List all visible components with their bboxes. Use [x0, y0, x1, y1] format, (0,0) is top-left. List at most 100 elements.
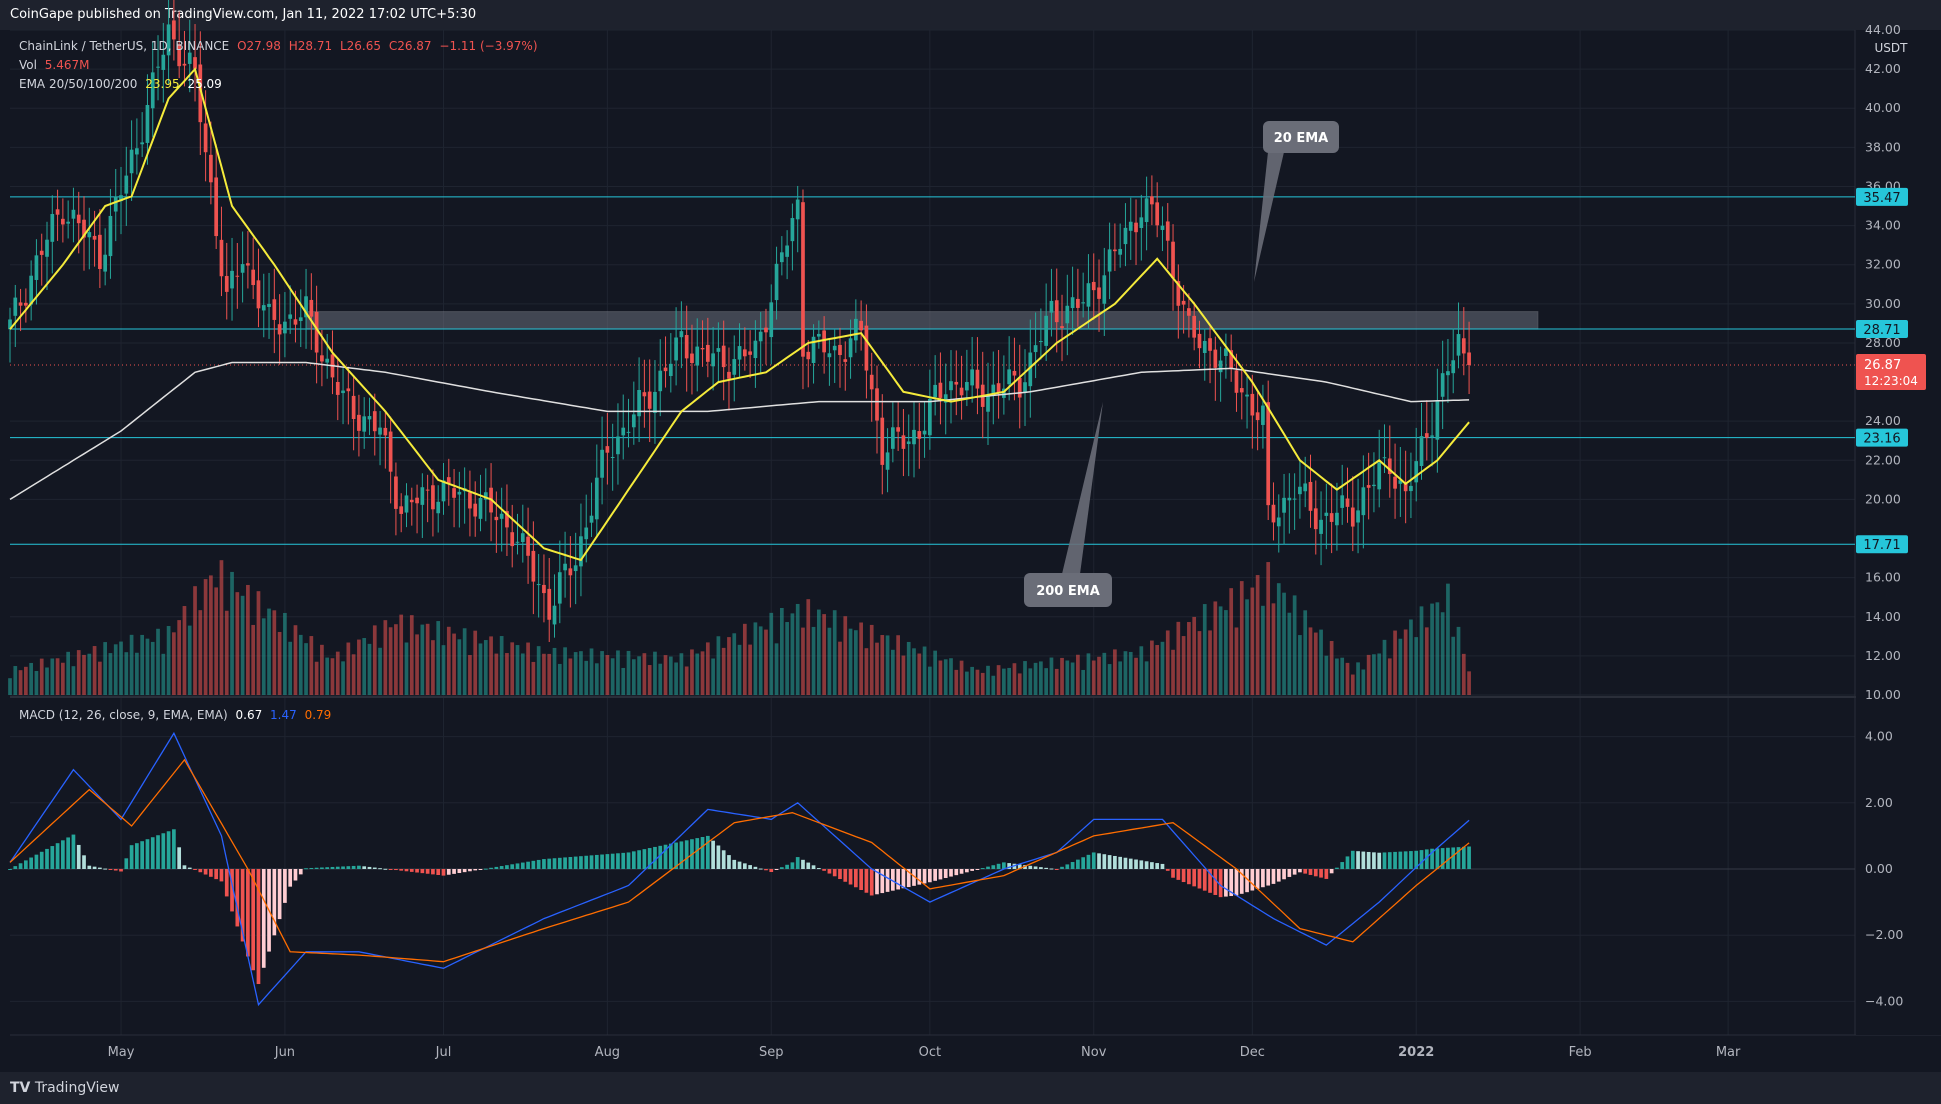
ohlc-close: C26.87	[388, 39, 432, 53]
macd-histogram-bar	[103, 868, 108, 870]
candle-body	[705, 344, 710, 362]
macd-histogram-bar	[1245, 869, 1249, 893]
candle-body	[1356, 510, 1360, 523]
candle-body	[864, 325, 869, 371]
macd-histogram-bar	[341, 866, 345, 869]
volume-bar	[526, 642, 530, 695]
volume-bar	[785, 622, 789, 695]
volume-bar	[774, 643, 779, 695]
volume-bar	[1039, 661, 1043, 695]
ema200-line	[9, 361, 1470, 501]
volume-label[interactable]: Vol	[19, 58, 37, 72]
candle-body	[1456, 334, 1461, 356]
candle-body	[520, 533, 525, 543]
volume-bar	[140, 634, 145, 695]
volume-bar	[986, 665, 990, 695]
candle-body	[1171, 241, 1175, 279]
macd-histogram-bar	[769, 869, 774, 873]
macd-histogram-bar	[314, 867, 319, 869]
macd-histogram-bar	[1313, 869, 1318, 877]
resistance-zone	[305, 311, 1539, 330]
candle-body	[1303, 483, 1308, 492]
volume-bar	[330, 658, 335, 695]
candle-body	[24, 302, 28, 306]
macd-histogram-bar	[394, 869, 398, 871]
macd-histogram-bar	[1366, 851, 1371, 869]
macd-hist-value: 0.67	[235, 708, 263, 722]
volume-bar	[875, 642, 879, 695]
macd-panel	[8, 731, 1855, 1007]
volume-bar	[848, 628, 853, 695]
macd-histogram-bar	[457, 869, 462, 874]
macd-histogram-bar	[695, 838, 700, 869]
candle-body	[362, 416, 367, 432]
volume-bar	[1144, 661, 1149, 695]
macd-histogram-bar	[246, 869, 250, 957]
volume-bar	[420, 624, 425, 695]
volume-bar	[1250, 587, 1255, 695]
volume-bar	[721, 647, 726, 695]
candle-body	[1076, 298, 1080, 308]
volume-bar	[1440, 612, 1445, 695]
macd-histogram-bar	[425, 869, 430, 874]
volume-bar	[684, 666, 689, 695]
volume-bar	[1049, 657, 1054, 695]
volume-bar	[589, 648, 594, 695]
tradingview-logo-icon[interactable]: TV	[10, 1080, 31, 1096]
candle-body	[949, 381, 953, 391]
volume-bar	[283, 612, 287, 695]
candle-body	[1387, 458, 1392, 475]
candle-body	[594, 477, 599, 520]
time-tick-label: Nov	[1081, 1045, 1107, 1060]
volume-bar	[853, 630, 858, 695]
volume-bar	[1076, 654, 1080, 695]
macd-histogram-bar	[293, 869, 298, 881]
ema-label[interactable]: EMA 20/50/100/200	[19, 77, 138, 91]
macd-histogram-bar	[700, 837, 705, 869]
candle-body	[1276, 517, 1281, 527]
candle-body	[1012, 370, 1017, 376]
volume-bar	[1430, 603, 1434, 695]
macd-histogram-bar	[13, 866, 18, 869]
macd-histogram-bar	[928, 869, 932, 883]
macd-histogram-bar	[415, 869, 419, 873]
macd-histogram-bar	[483, 868, 488, 870]
macd-histogram-bar	[827, 869, 832, 874]
footer-brand[interactable]: TradingView	[34, 1080, 120, 1096]
candle-body	[1102, 275, 1107, 304]
macd-histogram-bar	[1155, 863, 1160, 869]
candle-body	[584, 527, 589, 540]
macd-histogram-bar	[446, 869, 451, 875]
macd-histogram-bar	[29, 857, 33, 869]
volume-bar	[309, 636, 314, 695]
volume-bar	[219, 560, 224, 695]
macd-histogram-bar	[970, 869, 974, 871]
macd-histogram-bar	[1271, 869, 1276, 884]
macd-histogram-bar	[922, 869, 927, 884]
volume-bar	[314, 661, 319, 695]
macd-histogram-bar	[943, 869, 948, 878]
candle-body	[1097, 287, 1101, 299]
ohlc-low: L26.65	[339, 39, 381, 53]
macd-histogram-bar	[742, 863, 747, 869]
macd-label[interactable]: MACD (12, 26, close, 9, EMA, EMA)	[19, 708, 228, 722]
macd-histogram-bar	[50, 846, 55, 869]
macd-histogram-bar	[1451, 847, 1456, 869]
macd-histogram-bar	[166, 831, 171, 869]
candle-body	[986, 395, 990, 412]
volume-bar	[172, 632, 176, 695]
candle-body	[753, 340, 758, 359]
candle-body	[531, 550, 536, 582]
candle-body	[896, 427, 900, 432]
volume-bar	[647, 665, 652, 695]
time-tick-label: Jun	[274, 1045, 295, 1060]
volume-bar	[1097, 656, 1101, 695]
symbol-label[interactable]: ChainLink / TetherUS, 1D, BINANCE	[19, 39, 230, 53]
candle-body	[1017, 377, 1022, 398]
volume-bar	[1266, 562, 1271, 695]
candle-body	[933, 384, 937, 398]
candle-body	[394, 476, 398, 509]
volume-bar	[542, 653, 546, 695]
macd-histogram-bar	[1128, 858, 1133, 869]
